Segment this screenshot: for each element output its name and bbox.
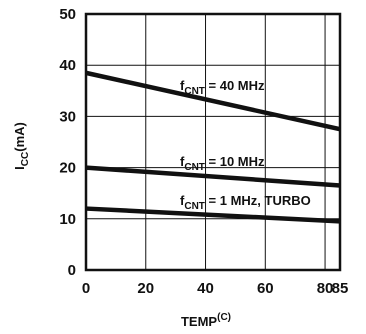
x-tick-label: 40 [197,280,214,297]
y-tick-label: 50 [59,6,76,23]
y-tick-label: 40 [59,57,76,74]
series-group [85,70,341,224]
series-label: fCNT = 1 MHz, TURBO [180,193,311,212]
series-labels: fCNT = 40 MHz fCNT = 10 MHz fCNT = 1 MHz, … [180,78,311,212]
series-label: fCNT = 40 MHz [180,78,265,97]
y-tick-label: 30 [59,108,76,125]
grid [84,12,342,272]
x-tick-label: 0 [82,280,90,297]
x-tick-label: 85 [332,280,349,297]
y-tick-label: 10 [59,211,76,228]
x-tick-label: 20 [137,280,154,297]
plot-frame [84,12,342,272]
series-line [85,206,341,224]
x-axis-title: TEMP(C) [181,312,231,329]
series-label: fCNT = 10 MHz [180,154,265,173]
x-tick-label: 80 [317,280,334,297]
series-line [85,70,341,132]
series-line [85,165,341,188]
x-tick-label: 60 [257,280,274,297]
y-tick-label: 20 [59,160,76,177]
y-axis-title: ICC(mA) [12,122,31,170]
y-tick-label: 0 [68,262,76,279]
y-tick-labels: 0 10 20 30 40 50 [59,6,76,279]
